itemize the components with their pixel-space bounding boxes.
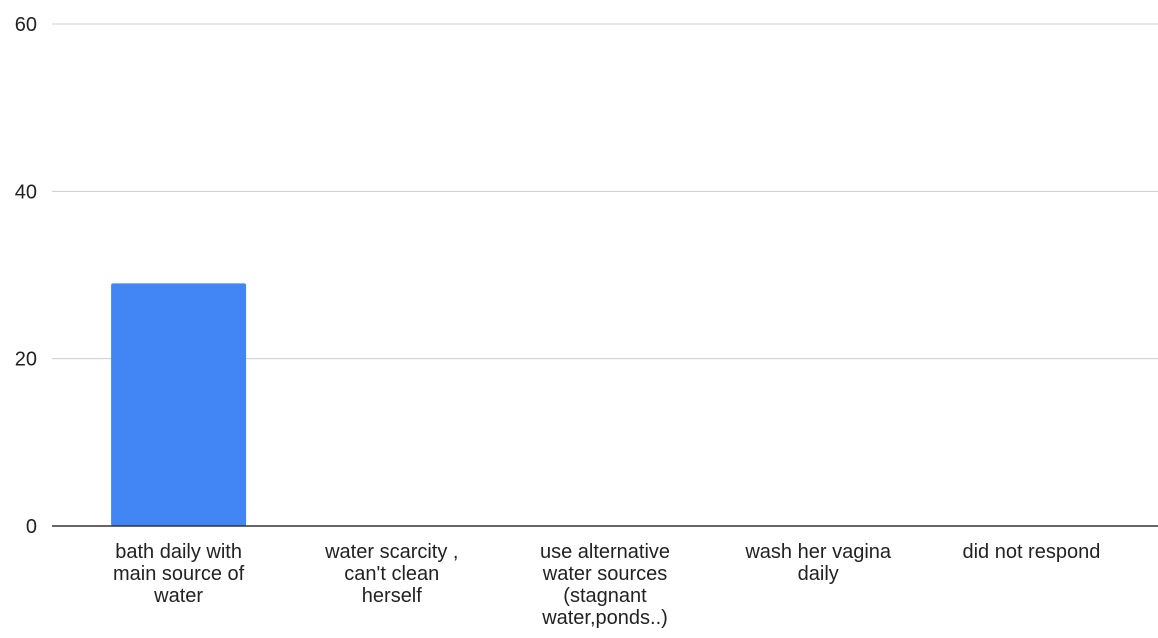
x-tick-label: wash her vagina daily	[744, 541, 892, 585]
x-tick-label-line: use alternative	[540, 541, 670, 563]
x-tick-label: did not respond	[962, 541, 1100, 563]
bar	[111, 283, 247, 526]
y-tick-label: 40	[15, 181, 37, 203]
x-tick-label-line: wash her vagina	[744, 541, 892, 563]
x-tick-label-line: main source of	[113, 563, 245, 585]
y-tick-label: 0	[26, 516, 37, 538]
y-tick-label: 20	[15, 349, 37, 371]
bars	[111, 283, 247, 526]
x-tick-label-line: water,ponds..)	[541, 607, 668, 629]
x-tick-label-line: bath daily with	[115, 541, 242, 563]
x-tick-label-line: can't clean	[344, 563, 439, 585]
x-tick-label-line: water sources	[542, 563, 668, 585]
x-axis-labels: bath daily with main source of water water …	[113, 541, 1100, 629]
x-tick-label: use alternative water sources (stagnant wat…	[540, 541, 670, 629]
x-tick-label: water scarcity , can't clean herself	[324, 541, 458, 607]
x-tick-label-line: did not respond	[962, 541, 1100, 563]
x-tick-label-line: daily	[798, 563, 839, 585]
x-tick-label-line: water	[153, 585, 203, 607]
x-tick-label-line: herself	[362, 585, 422, 607]
y-tick-label: 60	[15, 14, 37, 36]
x-tick-label-line: (stagnant	[563, 585, 647, 607]
y-axis-ticks: 0 20 40 60	[15, 14, 37, 538]
x-tick-label-line: water scarcity ,	[324, 541, 458, 563]
x-tick-label: bath daily with main source of water	[113, 541, 245, 607]
